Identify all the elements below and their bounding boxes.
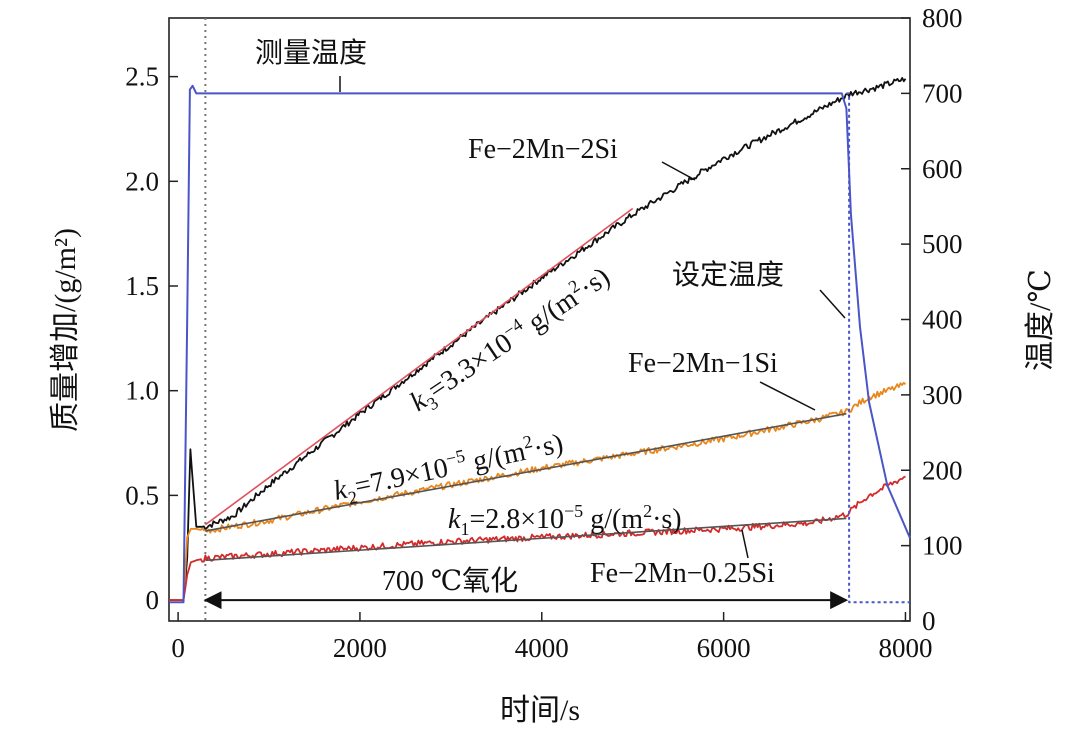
series-leader-fe-2mn-1si (759, 381, 816, 411)
series-label-fe-2mn-2si: Fe−2Mn−2Si (468, 134, 618, 165)
left-tick-label: 0.5 (125, 480, 159, 510)
series-label-fe-2mn-025si: Fe−2Mn−0.25Si (590, 558, 775, 589)
right-tick-label: 600 (922, 154, 963, 184)
x-axis-ticks: 0 2000 4000 6000 8000 (171, 612, 932, 663)
x-tick-label: 4000 (515, 633, 569, 663)
x-tick-label: 6000 (697, 633, 751, 663)
series-label-fe-2mn-1si: Fe−2Mn−1Si (628, 348, 778, 379)
right-tick-label: 100 (922, 531, 963, 561)
series-fe-2mn-025si-line (169, 475, 906, 601)
series-measured-temp-line (169, 84, 911, 604)
fit-label-k3: k3=3.3×10−4 g/(m2·s) (403, 259, 618, 421)
x-tick-label: 8000 (878, 633, 932, 663)
fit-line-k3 (204, 207, 634, 526)
x-axis-label: 时间/s (500, 694, 580, 727)
left-tick-label: 1.5 (125, 271, 159, 301)
left-tick-label: 2.5 (125, 62, 159, 92)
right-axis-ticks: 0 100 200 300 400 500 600 700 800 (901, 3, 963, 636)
series-leader-fe-2mn-025si (741, 529, 749, 559)
left-axis-label: 质量增加/(g/m²) (49, 228, 82, 432)
right-tick-label: 200 (922, 455, 963, 485)
series-fe-2mn-2si-line (169, 77, 907, 601)
series-leader-fe-2mn-2si (661, 161, 696, 181)
set-temp-leader (819, 289, 846, 319)
series-layer (169, 77, 911, 604)
left-tick-label: 2.0 (125, 166, 159, 196)
left-tick-label: 0 (146, 585, 160, 615)
x-tick-label: 2000 (333, 633, 387, 663)
set-temp-label: 设定温度 (672, 259, 784, 291)
fit-label-k1: k1=2.8×10−5 g/(m2·s) (448, 501, 682, 539)
fit-lines-layer (204, 207, 847, 562)
left-tick-label: 1.0 (125, 376, 159, 406)
oxidation-period-label: 700 ℃氧化 (382, 565, 518, 597)
right-tick-label: 700 (922, 78, 963, 108)
right-tick-label: 800 (922, 3, 963, 33)
right-tick-label: 0 (922, 606, 936, 636)
fit-line-k1 (205, 517, 847, 562)
right-axis-label: 温度/℃ (1024, 269, 1057, 371)
right-tick-label: 400 (922, 305, 963, 335)
measured-temp-label: 测量温度 (255, 37, 367, 69)
fit-line-k2 (205, 412, 847, 532)
right-tick-label: 500 (922, 229, 963, 259)
series-fe-2mn-1si-line (169, 381, 907, 601)
right-tick-label: 300 (922, 380, 963, 410)
x-tick-label: 0 (171, 633, 185, 663)
series-set-temp-line (846, 92, 910, 604)
left-axis-ticks: 0 0.5 1.0 1.5 2.0 2.5 (125, 62, 178, 615)
